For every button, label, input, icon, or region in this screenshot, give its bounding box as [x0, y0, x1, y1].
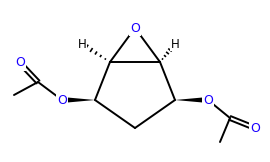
Text: O: O: [250, 122, 260, 134]
Text: O: O: [57, 93, 67, 106]
Text: H: H: [78, 37, 86, 51]
Polygon shape: [62, 97, 95, 103]
Text: O: O: [130, 22, 140, 35]
Text: O: O: [15, 57, 25, 69]
Text: H: H: [171, 37, 179, 51]
Polygon shape: [175, 97, 208, 103]
Text: O: O: [203, 93, 213, 106]
